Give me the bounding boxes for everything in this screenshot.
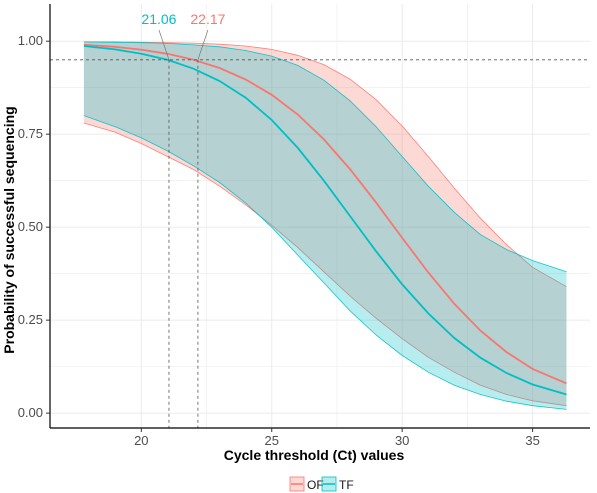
- x-axis-title: Cycle threshold (Ct) values: [224, 447, 405, 463]
- ribbon-of: [83, 41, 567, 406]
- ribbon-lower-edge-tf: [83, 115, 567, 410]
- line-of: [83, 44, 567, 385]
- x-tick-label-20: 20: [134, 433, 148, 448]
- annotation-tf: 21.06: [141, 11, 176, 27]
- x-tick-label-30: 30: [395, 433, 409, 448]
- ribbon-upper-edge-of: [83, 41, 567, 288]
- legend-label-of: OF: [307, 478, 324, 492]
- y-tick-label-0-00: 0.00: [18, 405, 43, 420]
- ribbon-upper-edge-tf: [83, 41, 567, 273]
- grid-layer: [50, 4, 590, 428]
- y-tick-label-1-00: 1.00: [18, 33, 43, 48]
- annotation-leader-tf: [158, 29, 170, 60]
- y-tick-label-0-75: 0.75: [18, 126, 43, 141]
- ribbon-tf: [83, 41, 567, 410]
- ribbon-layer: [83, 41, 567, 410]
- legend-item-of: OF: [289, 476, 324, 492]
- y-axis-title: Probability of successful sequencing: [1, 106, 17, 353]
- annotation-of: 22.17: [190, 11, 225, 27]
- line-layer: [83, 44, 567, 396]
- ribbon-lower-edge-of: [83, 122, 567, 407]
- annotations: 21.06 22.17: [141, 11, 226, 60]
- legend: OF TF: [289, 476, 354, 492]
- x-tick-label-35: 35: [525, 433, 539, 448]
- legend-item-tf: TF: [321, 476, 354, 492]
- y-tick-label-0-50: 0.50: [18, 219, 43, 234]
- reference-lines: [50, 59, 590, 428]
- axes: 20 25 30 35 0.00 0.25 0.50 0.75 1.00: [18, 4, 590, 448]
- annotation-leader-of: [197, 29, 209, 60]
- y-tick-label-0-25: 0.25: [18, 312, 43, 327]
- legend-label-tf: TF: [339, 478, 354, 492]
- line-tf: [83, 45, 567, 396]
- x-tick-label-25: 25: [265, 433, 279, 448]
